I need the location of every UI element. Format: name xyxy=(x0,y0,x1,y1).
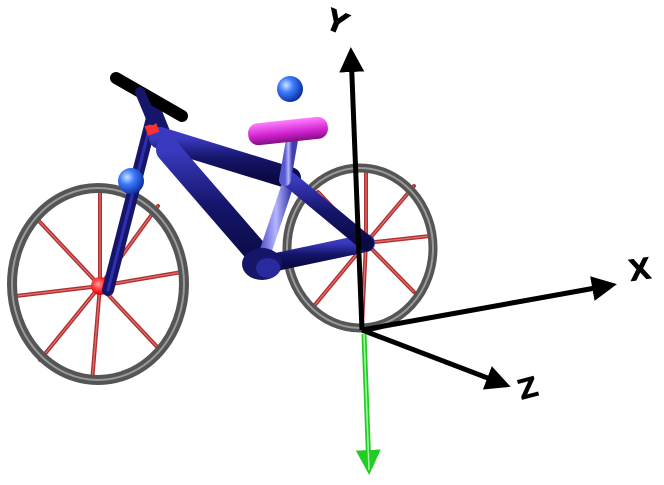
seat-stay xyxy=(282,172,374,251)
marker-sphere-fork xyxy=(118,168,144,194)
saddle xyxy=(248,116,328,146)
seat-post xyxy=(279,134,298,186)
bike-frame xyxy=(102,91,375,296)
front-wheel xyxy=(7,183,189,385)
x-axis-label: X xyxy=(626,252,654,290)
handlebar xyxy=(110,72,188,122)
coordinate-axes: Y X Z xyxy=(319,2,654,475)
y-axis xyxy=(339,47,365,331)
down-tube xyxy=(156,138,277,274)
top-tube xyxy=(149,127,301,189)
seat-tube xyxy=(256,172,296,268)
z-axis xyxy=(361,327,511,390)
marker-sphere-top xyxy=(277,76,303,102)
y-axis-label: Y xyxy=(319,2,354,43)
z-axis-label: Z xyxy=(514,370,542,407)
x-axis xyxy=(361,276,617,333)
